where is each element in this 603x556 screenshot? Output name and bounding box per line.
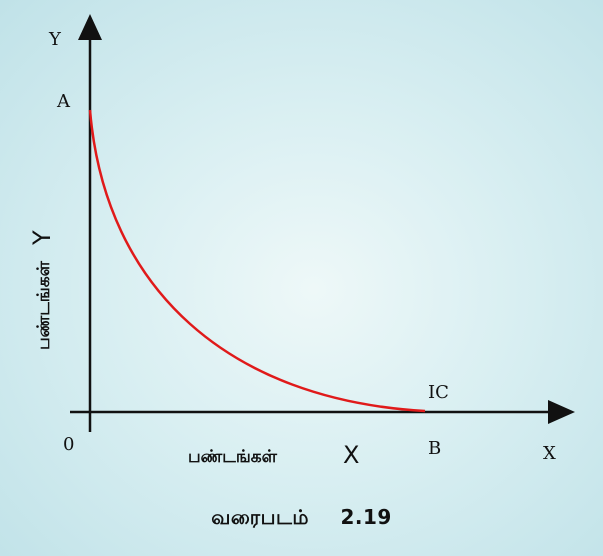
- indifference-curve: [88, 109, 426, 413]
- x-axis-title-goods: பண்டங்கள்: [188, 447, 278, 467]
- y-axis-title: பண்டங்கள் Y: [28, 230, 56, 350]
- caption-number: 2.19: [340, 505, 392, 529]
- figure-caption: வரைபடம் 2.19: [0, 505, 603, 532]
- x-axis-arrowhead: [548, 400, 575, 424]
- y-axis-letter: Y: [48, 29, 62, 50]
- y-axis-title-letter: Y: [28, 230, 56, 246]
- point-a-label: A: [56, 91, 71, 112]
- point-b-label: B: [428, 438, 441, 459]
- x-axis-title-letter: X: [343, 441, 359, 469]
- y-axis-title-goods: பண்டங்கள்: [34, 260, 54, 350]
- x-axis-letter: X: [543, 443, 556, 464]
- ic-label: IC: [428, 382, 449, 403]
- caption-word: வரைபடம்: [211, 505, 309, 529]
- origin-label: 0: [63, 434, 74, 455]
- y-axis-arrowhead: [78, 14, 102, 40]
